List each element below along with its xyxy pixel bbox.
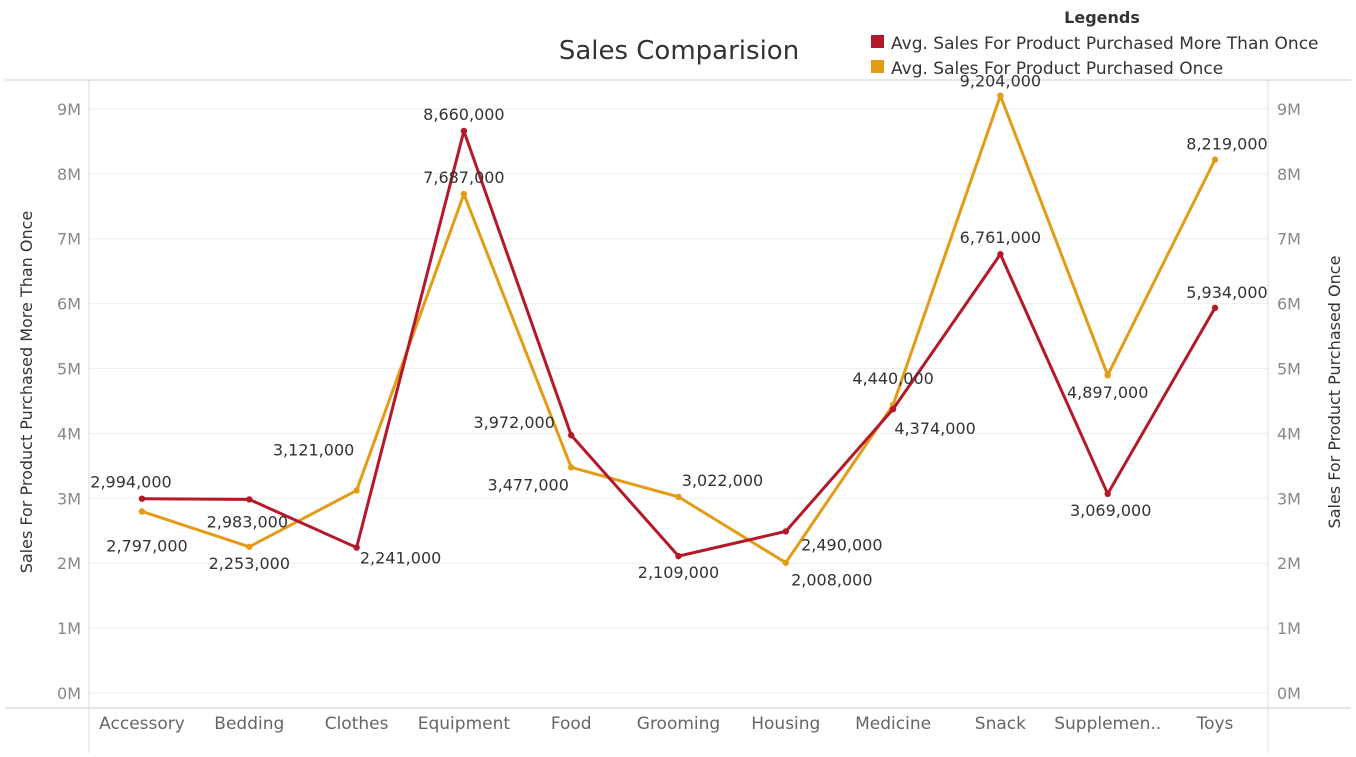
data-label-once: 4,897,000 (1067, 383, 1148, 402)
data-point-once (138, 508, 146, 515)
data-label-once: 4,440,000 (852, 369, 933, 388)
data-label-more-than-once: 8,660,000 (423, 105, 504, 124)
legend: Legends Avg. Sales For Product Purchased… (871, 8, 1319, 79)
x-category-label: Medicine (855, 714, 931, 734)
y-left-tick-label: 6M (57, 295, 81, 314)
legend-label-more-than-once: Avg. Sales For Product Purchased More Th… (891, 34, 1319, 54)
series-line-more-than-once (141, 129, 1217, 558)
data-labels: 2,994,000 2,983,000 2,241,000 8,660,000 3,97… (90, 72, 1267, 590)
data-point-more-than-once (138, 495, 146, 502)
data-label-more-than-once: 2,983,000 (207, 512, 288, 531)
y-right-tick-label: 2M (1277, 554, 1301, 573)
y-left-tick-label: 1M (57, 619, 81, 638)
data-point-once (675, 493, 682, 501)
data-point-once (568, 464, 575, 471)
data-label-more-than-once: 6,761,000 (960, 228, 1041, 247)
y-right-tick-label: 1M (1277, 619, 1301, 638)
gridlines (89, 108, 1268, 694)
data-label-more-than-once: 2,241,000 (360, 549, 441, 568)
data-label-more-than-once: 2,109,000 (638, 563, 719, 582)
y-left-tick-label: 5M (57, 360, 81, 379)
data-point-once (782, 559, 789, 566)
data-label-more-than-once: 2,994,000 (90, 473, 171, 492)
y-right-axis-title: Sales For Product Purchased Once (1325, 256, 1344, 529)
legend-title: Legends (1064, 8, 1140, 27)
data-point-more-than-once (246, 496, 253, 503)
x-category-label: Accessory (99, 714, 185, 734)
data-point-more-than-once (997, 251, 1004, 258)
data-label-once: 7,687,000 (423, 168, 504, 187)
data-label-once: 8,219,000 (1186, 135, 1267, 154)
legend-swatch-more-than-once (871, 35, 884, 48)
data-point-more-than-once (1211, 304, 1219, 312)
data-label-once: 3,022,000 (682, 471, 763, 490)
data-point-once (1104, 371, 1111, 379)
data-label-more-than-once: 3,972,000 (473, 413, 554, 432)
x-category-label: Bedding (214, 714, 284, 734)
y-left-tick-label: 8M (57, 165, 81, 184)
y-left-tick-label: 7M (57, 230, 81, 249)
y-left-tick-label: 3M (57, 489, 81, 508)
data-label-once: 3,121,000 (273, 440, 354, 459)
data-point-more-than-once (568, 432, 575, 439)
data-label-more-than-once: 2,490,000 (801, 535, 882, 554)
axes: 0M 0M 1M 1M 2M 2M 3M 3M 4M 4M 5M 5M 6M 6M 7M 7M 8M 8M 9M 9M… (5, 79, 1351, 753)
series-line-once (141, 94, 1217, 565)
data-label-once: 9,204,000 (960, 72, 1041, 91)
x-category-label: Clothes (325, 714, 389, 734)
x-category-label: Supplemen.. (1054, 714, 1161, 734)
x-category-label: Snack (975, 714, 1026, 734)
data-label-once: 2,253,000 (209, 554, 290, 573)
data-label-more-than-once: 5,934,000 (1186, 283, 1267, 302)
y-left-axis-title: Sales For Product Purchased More Than On… (17, 211, 36, 574)
x-category-label: Equipment (418, 714, 511, 734)
data-point-once (460, 190, 468, 198)
y-right-tick-label: 4M (1277, 424, 1301, 443)
y-right-tick-label: 6M (1277, 295, 1301, 314)
data-point-once (246, 543, 253, 550)
data-label-once: 3,477,000 (487, 475, 568, 494)
y-right-tick-label: 8M (1277, 165, 1301, 184)
legend-label-once: Avg. Sales For Product Purchased Once (891, 59, 1223, 79)
series (138, 92, 1219, 566)
x-category-label: Food (551, 714, 592, 734)
data-label-more-than-once: 4,374,000 (894, 419, 975, 438)
data-point-once (1211, 156, 1219, 163)
chart-title: Sales Comparision (559, 36, 799, 66)
y-right-tick-label: 7M (1277, 230, 1301, 249)
legend-swatch-once (871, 60, 884, 73)
y-left-tick-label: 4M (57, 424, 81, 443)
data-point-once (353, 487, 360, 494)
y-right-tick-label: 0M (1277, 684, 1301, 703)
y-right-tick-label: 3M (1277, 489, 1301, 508)
data-point-more-than-once (782, 528, 789, 535)
y-left-tick-label: 0M (57, 684, 81, 703)
data-label-more-than-once: 3,069,000 (1070, 501, 1151, 520)
data-label-once: 2,008,000 (791, 571, 872, 590)
y-right-tick-label: 9M (1277, 100, 1301, 119)
y-left-tick-label: 2M (57, 554, 81, 573)
data-point-once (997, 92, 1004, 99)
data-point-more-than-once (353, 544, 360, 551)
y-right-tick-label: 5M (1277, 360, 1301, 379)
x-category-label: Toys (1196, 714, 1234, 734)
y-left-tick-label: 9M (57, 100, 81, 119)
data-label-once: 2,797,000 (106, 536, 187, 555)
data-point-more-than-once (675, 552, 682, 560)
x-category-label: Housing (751, 714, 820, 734)
data-point-more-than-once (889, 405, 897, 413)
data-point-more-than-once (460, 127, 468, 135)
data-point-more-than-once (1104, 490, 1111, 498)
x-category-label: Grooming (637, 714, 720, 734)
